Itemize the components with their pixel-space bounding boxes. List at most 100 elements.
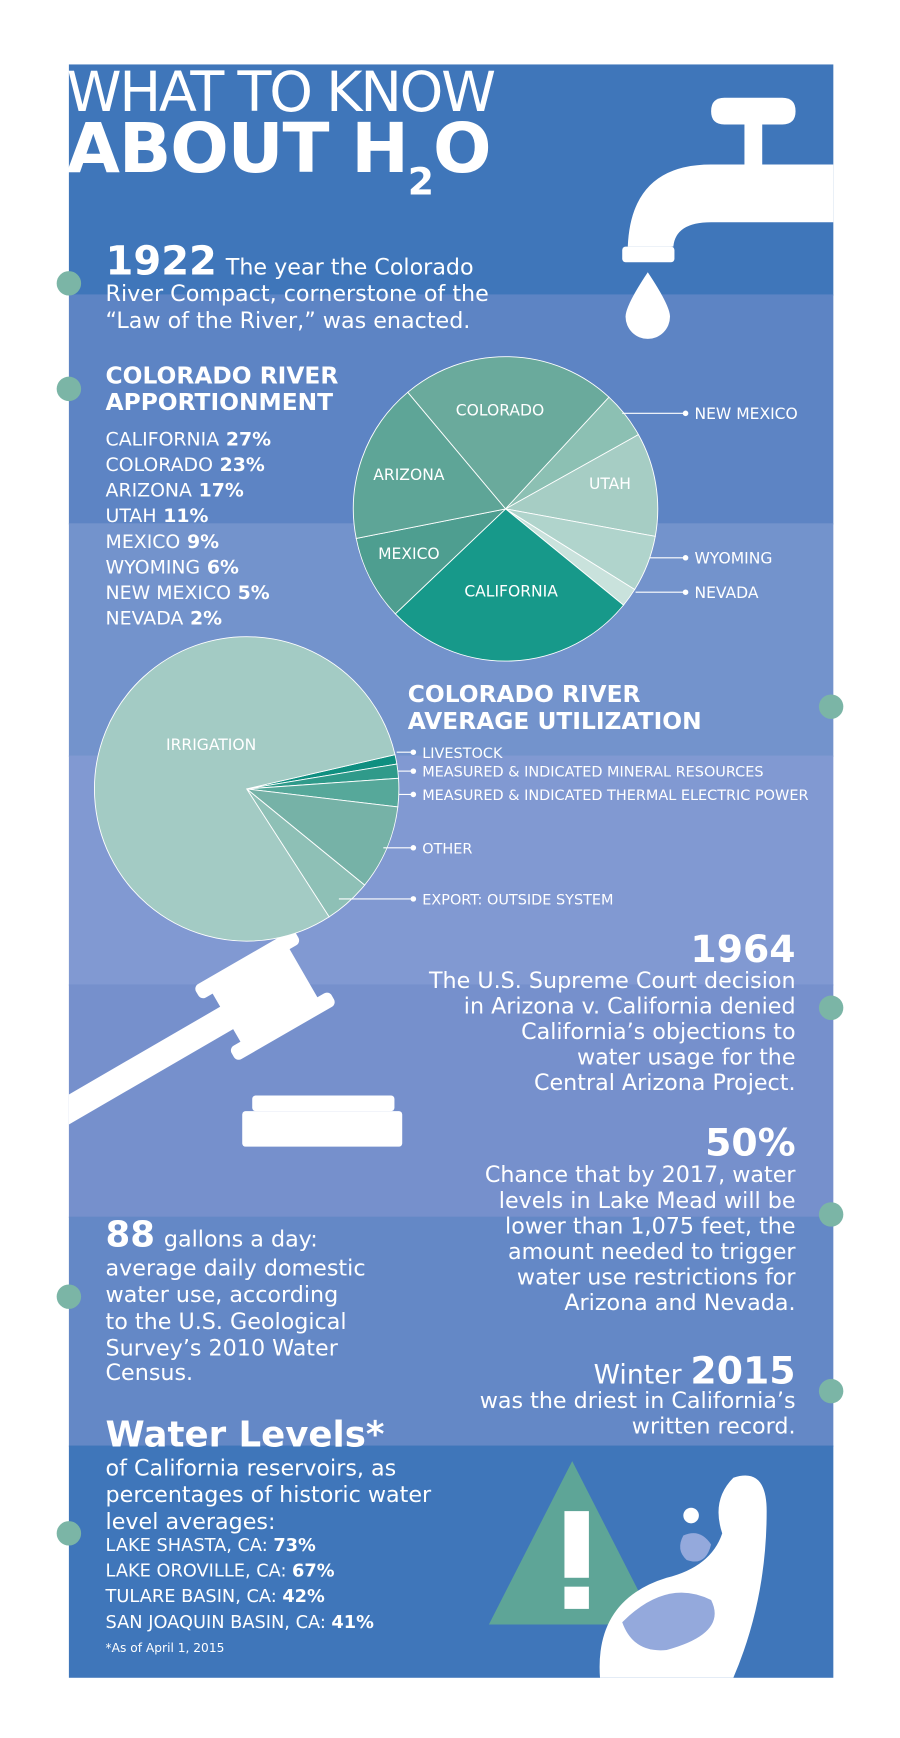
reservoir-value: 42% <box>282 1587 325 1607</box>
legend-name: NEW MEXICO <box>106 582 231 604</box>
fact-number: 2015 <box>690 1348 795 1392</box>
pie-slice <box>245 788 399 886</box>
section-text: percentages of historic water <box>106 1482 432 1508</box>
gavel-head <box>211 945 319 1046</box>
fact-line: 88 gallons a day: <box>106 1215 318 1256</box>
leader-dot <box>682 589 689 595</box>
faucet-pipe <box>627 164 834 247</box>
legend-name: ARIZONA <box>106 480 193 502</box>
fact-line: amount needed to trigger <box>508 1239 796 1265</box>
fact-heading: 1964 <box>690 927 795 971</box>
section-text: level averages: <box>106 1509 276 1535</box>
title: WHAT TO KNOW <box>67 60 496 125</box>
splash-water <box>622 1592 715 1651</box>
slice-label: LIVESTOCK <box>422 746 503 762</box>
fact-line: Survey’s 2010 Water <box>106 1336 339 1362</box>
pie-slice <box>407 356 610 510</box>
slice-label: UTAH <box>589 475 631 493</box>
chart-title: AVERAGE UTILIZATION <box>408 707 702 735</box>
dot <box>818 1202 844 1227</box>
fact-line: water use, according <box>106 1282 339 1308</box>
band <box>68 1216 834 1447</box>
legend-entry: NEW MEXICO 5% <box>106 582 270 604</box>
legend-name: NEVADA <box>106 607 184 629</box>
leader-dot <box>410 845 417 851</box>
chart-title: COLORADO RIVER <box>106 361 339 389</box>
fact-line: lower than 1,075 feet, the <box>505 1213 796 1239</box>
legend-entry: WYOMING 6% <box>106 556 239 578</box>
dot <box>818 694 844 719</box>
fact-line: to the U.S. Geological <box>106 1309 347 1335</box>
fact-line: Chance that by 2017, water <box>485 1162 797 1188</box>
pie-slice <box>394 508 625 662</box>
slice-label: MEASURED & INDICATED THERMAL ELECTRIC PO… <box>422 788 808 804</box>
reservoir-name: SAN JOAQUIN BASIN, CA: <box>106 1613 326 1633</box>
legend-value: 5% <box>238 582 270 604</box>
slice-label: ARIZONA <box>373 466 445 484</box>
reservoir-name: TULARE BASIN, CA: <box>105 1587 277 1607</box>
fact-text: Winter <box>594 1359 682 1390</box>
title-line: ABOUT H <box>67 109 408 189</box>
water-drop <box>625 272 670 339</box>
reservoir: TULARE BASIN, CA: 42% <box>105 1587 325 1607</box>
fact-line: Arizona and Nevada. <box>564 1290 795 1316</box>
dot <box>818 995 844 1020</box>
legend-entry: ARIZONA 17% <box>106 480 244 502</box>
reservoir-value: 73% <box>273 1536 316 1556</box>
leader-dot <box>410 896 417 902</box>
pie <box>352 356 659 662</box>
footnote: *As of April 1, 2015 <box>106 1641 225 1655</box>
fact-line: levels in Lake Mead will be <box>499 1188 796 1214</box>
gavel-band <box>230 992 335 1060</box>
fact-number: 88 <box>106 1215 155 1256</box>
dot <box>56 376 82 402</box>
slice-label: CALIFORNIA <box>464 583 558 601</box>
legend-entry: MEXICO 9% <box>106 531 220 553</box>
fact-line: “Law of the River,” was enacted. <box>106 308 471 334</box>
slice-label: COLORADO <box>456 402 544 420</box>
legend-name: MEXICO <box>106 531 181 553</box>
slice-label: NEVADA <box>694 584 758 602</box>
slice-label: OTHER <box>422 841 472 857</box>
fact-line: water usage for the <box>577 1044 796 1070</box>
legend-value: 27% <box>226 429 271 451</box>
gavel-block-top <box>252 1095 395 1112</box>
title-line: O <box>433 109 490 189</box>
legend-entry: UTAH 11% <box>106 505 209 527</box>
reservoir: LAKE OROVILLE, CA: 67% <box>106 1562 335 1582</box>
slice-label: MEASURED & INDICATED MINERAL RESOURCES <box>422 765 763 781</box>
splash-drop <box>683 1507 699 1524</box>
legend-value: 17% <box>199 480 244 502</box>
gavel-block <box>242 1111 403 1147</box>
slice-label: IRRIGATION <box>166 736 256 754</box>
legend-name: COLORADO <box>106 454 213 476</box>
fact-line: 1922 The year the Colorado <box>106 238 474 284</box>
fact-line: California’s objections to <box>521 1019 795 1045</box>
leader-dot <box>410 749 417 755</box>
fact-line: written record. <box>632 1413 796 1439</box>
reservoir: LAKE SHASTA, CA: 73% <box>106 1536 316 1556</box>
slice-label: EXPORT: OUTSIDE SYSTEM <box>422 892 613 908</box>
reservoir: SAN JOAQUIN BASIN, CA: 41% <box>106 1613 375 1633</box>
fact-number: 1922 <box>106 238 217 284</box>
dot <box>818 1378 844 1404</box>
splash-drop <box>680 1533 712 1562</box>
legend-entry: NEVADA 2% <box>106 607 223 629</box>
legend-value: 11% <box>163 505 208 527</box>
fact-heading: 50% <box>705 1121 795 1165</box>
legend-name: CALIFORNIA <box>106 429 220 451</box>
legend-name: UTAH <box>106 505 157 527</box>
fact-number: 50% <box>705 1121 795 1165</box>
fact-line: River Compact, cornerstone of the <box>106 281 489 307</box>
leader-dot <box>682 555 689 561</box>
warning-icon <box>488 1461 767 1678</box>
gavel-icon <box>68 931 403 1147</box>
chart-title: APPORTIONMENT <box>106 388 334 416</box>
dot <box>56 271 82 296</box>
exclamation <box>564 1511 589 1578</box>
pie-slice <box>355 508 507 615</box>
title: ABOUT H2O <box>67 109 491 203</box>
reservoir-name: LAKE SHASTA, CA: <box>106 1536 268 1556</box>
